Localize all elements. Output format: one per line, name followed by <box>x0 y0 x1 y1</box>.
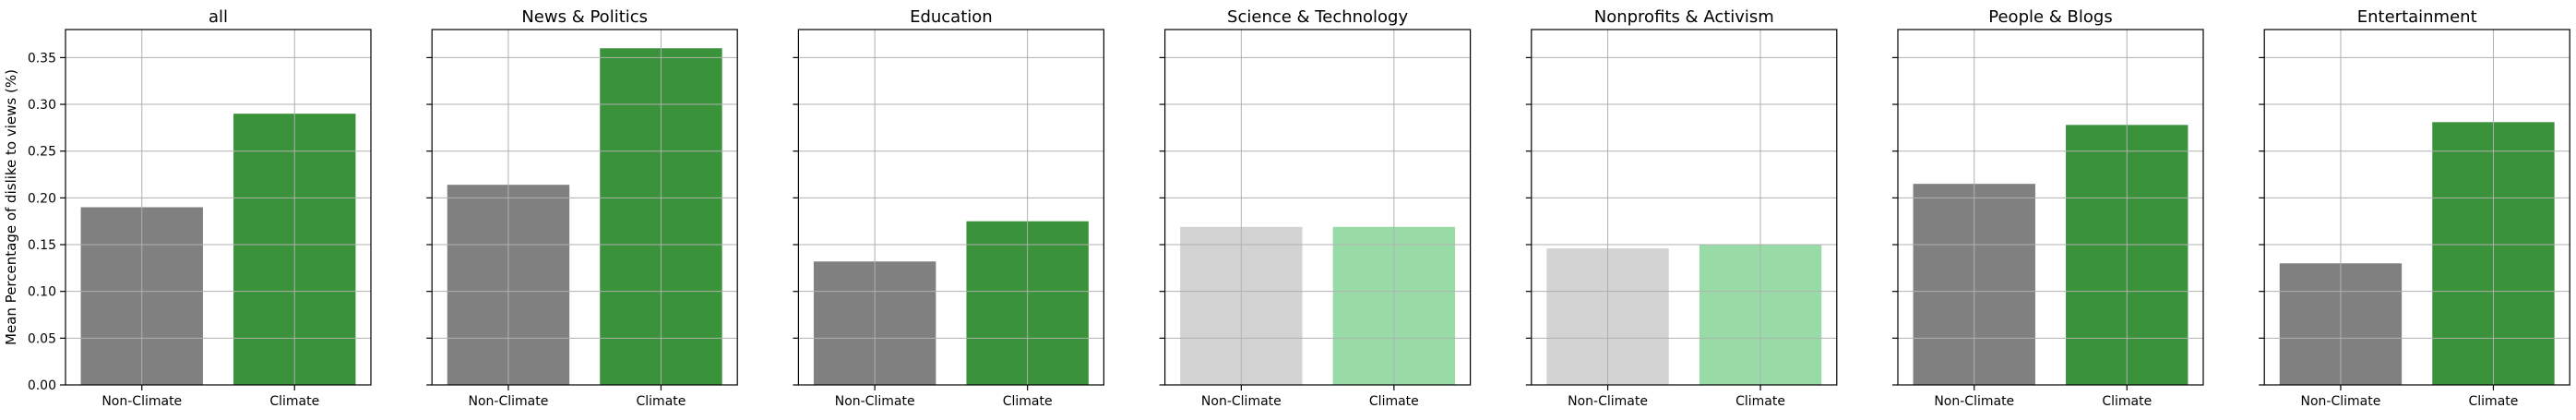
y-tick-label: 0.25 <box>28 145 56 160</box>
chart-panel-6: Non-Climate Climate People & Blogs <box>1892 7 2204 409</box>
x-tick-label: Non-Climate <box>101 394 182 409</box>
chart-title: Nonprofits & Activism <box>1594 7 1774 27</box>
x-tick-label: Climate <box>2102 394 2152 409</box>
x-tick-label: Climate <box>2469 394 2519 409</box>
axes-frame <box>431 29 738 386</box>
chart-panel-3: Non-Climate Climate Education <box>793 7 1105 409</box>
chart-title: Science & Technology <box>1227 7 1408 27</box>
axes-frame <box>1897 29 2204 386</box>
axes-frame <box>65 29 372 386</box>
axes-frame <box>797 29 1105 386</box>
chart-title: People & Blogs <box>1988 7 2112 27</box>
y-tick-label: 0.00 <box>28 378 56 393</box>
axes-frame <box>2263 29 2570 386</box>
chart-title: all <box>209 7 228 27</box>
chart-title: Entertainment <box>2357 7 2477 27</box>
chart-title: News & Politics <box>521 7 648 27</box>
axes-frame <box>1531 29 1838 386</box>
x-tick-label: Climate <box>269 394 319 409</box>
y-tick-label: 0.05 <box>28 331 56 346</box>
y-tick-label: 0.20 <box>28 191 56 206</box>
x-tick-label: Non-Climate <box>469 394 549 409</box>
y-tick-label: 0.10 <box>28 285 56 300</box>
y-tick-label: 0.15 <box>28 238 56 253</box>
chart-panel-4: Non-Climate Climate Science & Technology <box>1159 7 1472 409</box>
y-tick-label: 0.35 <box>28 51 56 66</box>
x-tick-label: Non-Climate <box>1568 394 1648 409</box>
y-tick-label: 0.30 <box>28 98 56 113</box>
axes-frame <box>1163 29 1472 386</box>
chart-panel-1: 0.00 0.05 0.10 0.15 0.20 0.25 0.30 0.35 Non-Clim… <box>28 7 372 409</box>
chart-title: Education <box>910 7 993 27</box>
x-tick-label: Climate <box>1003 394 1053 409</box>
x-tick-label: Climate <box>1735 394 1785 409</box>
x-tick-label: Climate <box>637 394 686 409</box>
y-axis-label: Mean Percentage of dislike to views (%) <box>3 69 19 345</box>
chart-panel-7: Non-Climate Climate Entertainment <box>2259 7 2570 409</box>
chart-panel-2: Non-Climate Climate News & Politics <box>426 7 738 409</box>
x-tick-label: Non-Climate <box>835 394 915 409</box>
chart-panel-5: Non-Climate Climate Nonprofits & Activism <box>1525 7 1838 409</box>
x-tick-label: Non-Climate <box>1201 394 1282 409</box>
x-tick-label: Non-Climate <box>2301 394 2381 409</box>
x-tick-label: Non-Climate <box>1934 394 2014 409</box>
x-tick-label: Climate <box>1369 394 1419 409</box>
